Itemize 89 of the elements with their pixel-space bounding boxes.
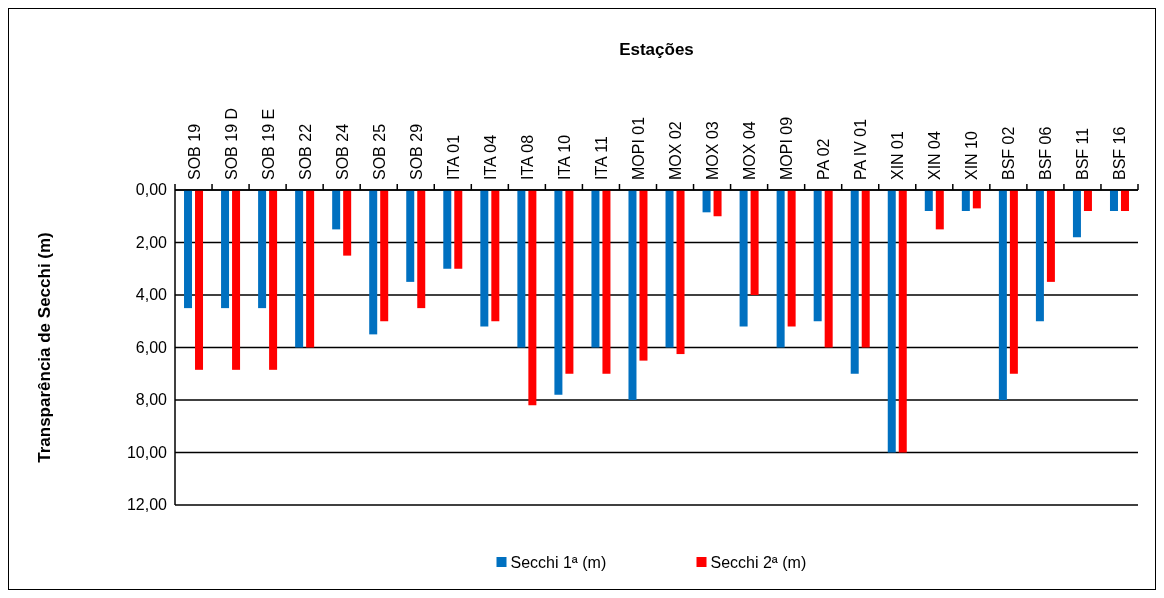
x-tick-label: SOB 19 [185,123,203,180]
x-tick-label: BSF 16 [1111,126,1129,180]
bar [380,190,389,322]
bar [861,190,870,348]
bar [824,190,833,348]
x-tick-label: BSF 02 [1000,126,1018,180]
x-tick-label: MOX 02 [667,121,685,180]
bar [924,190,933,211]
bar [517,190,526,348]
bar [528,190,537,406]
x-tick-label: XIN 10 [963,130,981,180]
bar [332,190,341,230]
bar [639,190,648,361]
x-tick-label: MOPI 09 [778,116,796,180]
bar [665,190,674,348]
x-tick-label: ITA 08 [518,134,536,180]
x-tick-label: XIN 01 [889,130,907,180]
x-tick-label: SOB 19 E [259,108,277,180]
y-tick-label: 10,00 [126,443,168,461]
bar [554,190,563,395]
bar [195,190,204,370]
x-tick-label: ITA 01 [444,134,462,180]
bar [998,190,1007,400]
bar [232,190,241,370]
bar [1035,190,1044,322]
bar [1120,190,1129,211]
bar [369,190,378,335]
bar [935,190,944,230]
bar [480,190,489,327]
bar [887,190,896,453]
bar [602,190,611,374]
legend-label: Secchi 1ª (m) [510,554,607,571]
bar [406,190,415,282]
x-tick-label: SOB 19 D [222,107,240,180]
bar [628,190,637,400]
x-tick-label: PA IV 01 [852,118,870,180]
bar [713,190,722,217]
bar [295,190,304,348]
x-tick-label: SOB 29 [407,123,425,180]
y-axis-title: Transparência de Secchi (m) [35,232,54,463]
legend-label: Secchi 2ª (m) [710,554,807,571]
bar [221,190,230,309]
y-tick-label: 2,00 [135,233,168,251]
bar [491,190,500,322]
y-tick-label: 8,00 [135,391,168,408]
x-tick-label: ITA 10 [555,134,573,180]
bar [1109,190,1118,211]
bar [702,190,711,213]
y-tick-label: 12,00 [126,496,168,513]
bar [343,190,352,256]
x-tick-label: MOPI 01 [629,116,647,180]
bar [565,190,574,374]
bar [972,190,981,209]
chart-title: Estações [619,40,694,59]
x-tick-label: SOB 24 [333,123,351,180]
bar [739,190,748,327]
y-tick-label: 0,00 [135,181,168,198]
x-tick-label: SOB 25 [370,123,388,180]
bar [850,190,859,374]
bar [184,190,193,309]
x-tick-label: SOB 22 [296,123,314,180]
bar [676,190,685,355]
x-tick-label: BSF 06 [1037,126,1055,180]
bar [306,190,315,348]
bar [591,190,600,348]
x-tick-label: BSF 11 [1074,127,1092,180]
x-tick-label: XIN 04 [926,130,944,180]
bar [1046,190,1055,282]
bar [961,190,970,211]
bar [258,190,267,309]
x-tick-label: MOX 03 [704,121,722,180]
bar [813,190,822,322]
bar [776,190,785,348]
x-tick-label: MOX 04 [741,121,759,180]
bar [269,190,278,370]
x-tick-label: ITA 04 [481,134,499,180]
y-tick-label: 4,00 [135,286,168,303]
bar [417,190,426,309]
y-tick-label: 6,00 [135,338,168,356]
bar [443,190,452,269]
bar [454,190,463,269]
x-tick-label: PA 02 [815,138,833,180]
bar [787,190,796,327]
bar [1072,190,1081,238]
bar [1083,190,1092,211]
bar [1009,190,1018,374]
bar [750,190,759,295]
bar [898,190,907,453]
x-tick-label: ITA 11 [592,136,610,180]
